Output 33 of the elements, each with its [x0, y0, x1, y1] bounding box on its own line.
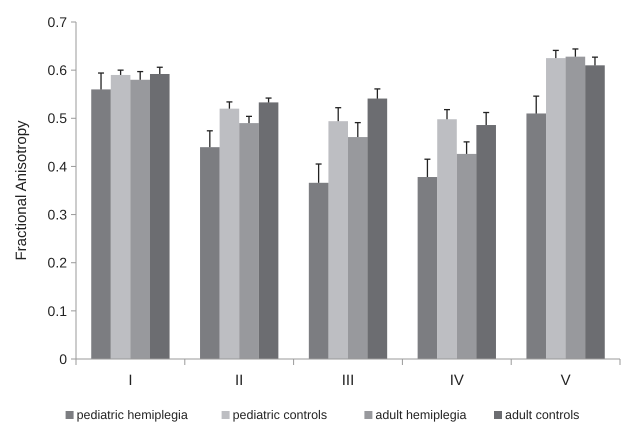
x-tick-label: I: [128, 372, 132, 389]
bar: [418, 177, 438, 359]
bar: [368, 98, 388, 359]
bar: [308, 182, 328, 359]
bar: [437, 119, 457, 359]
bar: [220, 108, 240, 359]
y-tick-label: 0.7: [48, 14, 68, 30]
legend-label: adult hemiplegia: [375, 408, 466, 422]
bar: [200, 147, 220, 359]
bar: [91, 89, 111, 359]
bar: [110, 74, 130, 359]
x-tick-label: IV: [450, 372, 464, 389]
x-tick-label: II: [235, 372, 244, 389]
y-tick-label: 0.2: [48, 254, 68, 271]
x-tick-label: V: [560, 372, 571, 389]
bar: [476, 125, 496, 359]
x-tick-label: III: [342, 372, 354, 389]
bar: [258, 102, 278, 359]
y-tick-label: 0.5: [48, 110, 68, 126]
legend-label: pediatric controls: [232, 408, 328, 422]
y-tick-label: 0.3: [48, 206, 68, 222]
bar: [150, 74, 170, 359]
y-tick-label: 0.1: [48, 302, 68, 319]
bar: [546, 58, 566, 359]
bar: [328, 121, 348, 359]
y-axis-title: Fractional Anisotropy: [13, 120, 30, 261]
y-tick-label: 0.6: [48, 62, 68, 78]
y-tick-label: 0: [59, 350, 68, 367]
legend-label: pediatric hemiplegia: [76, 408, 188, 422]
legend-label: adult controls: [505, 408, 580, 422]
y-tick-label: 0.4: [48, 158, 68, 174]
bar: [526, 113, 546, 359]
bar: [585, 65, 605, 359]
